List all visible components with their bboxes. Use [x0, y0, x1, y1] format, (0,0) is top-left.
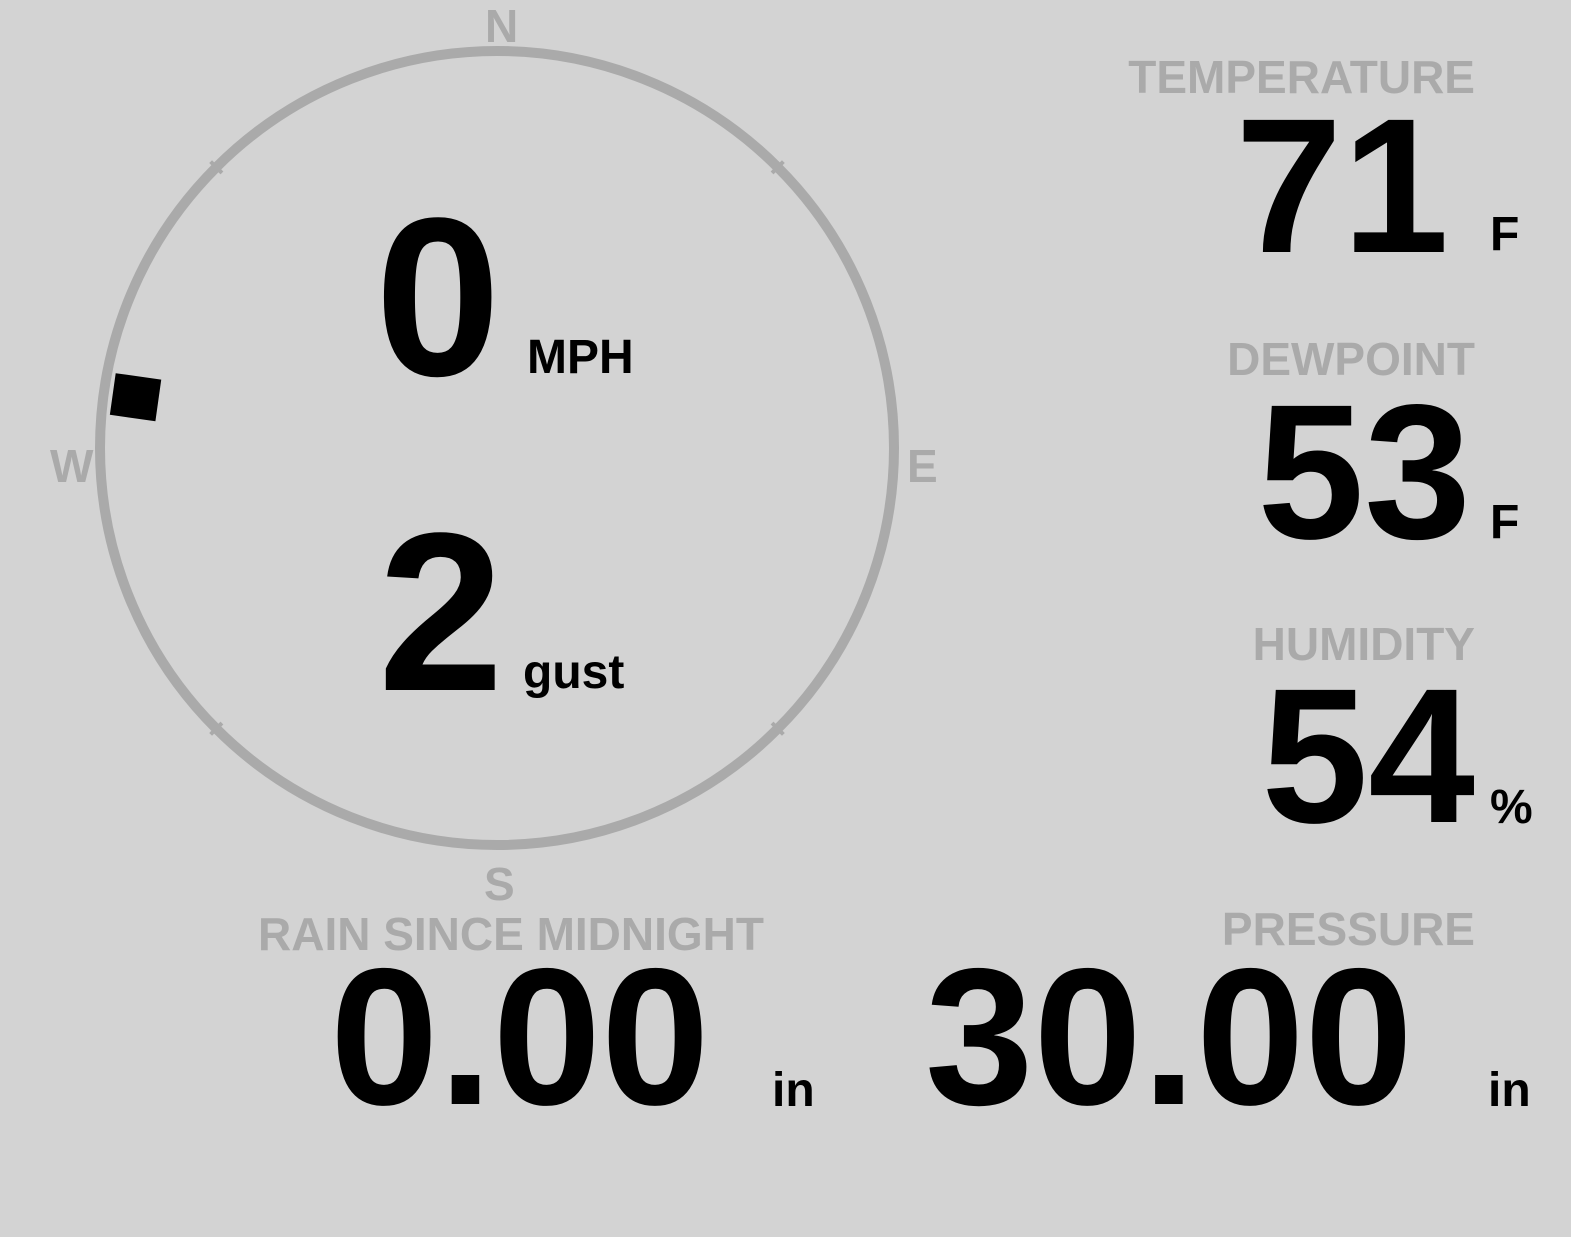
compass-tick: [209, 721, 224, 736]
wind-gust-label: gust: [523, 646, 625, 699]
dewpoint-label: DEWPOINT: [1227, 333, 1475, 385]
humidity-label: HUMIDITY: [1252, 618, 1475, 670]
humidity-unit: %: [1490, 781, 1533, 834]
rain-unit: in: [772, 1064, 815, 1117]
compass-south: S: [484, 858, 515, 910]
dewpoint-unit: F: [1490, 496, 1520, 549]
temperature-unit: F: [1490, 208, 1520, 261]
dewpoint-value: 53: [1257, 364, 1471, 579]
temperature-label: TEMPERATURE: [1128, 51, 1475, 103]
pressure-value: 30.00: [925, 928, 1413, 1146]
wind-direction-marker: [109, 373, 162, 422]
wind-speed-unit: MPH: [527, 331, 634, 384]
pressure-unit: in: [1488, 1064, 1531, 1117]
compass-north: N: [485, 0, 519, 52]
compass-west: W: [50, 440, 94, 492]
compass-east: E: [907, 440, 938, 492]
pressure-label: PRESSURE: [1221, 903, 1475, 955]
wind-compass: [95, 46, 899, 850]
compass-tick: [770, 160, 785, 175]
compass-ring: [95, 46, 899, 850]
rain-label: RAIN SINCE MIDNIGHT: [258, 908, 764, 960]
rain-value: 0.00: [330, 928, 710, 1146]
wind-gust-value: 2: [378, 485, 504, 738]
compass-tick: [209, 160, 224, 175]
humidity-value: 54: [1261, 648, 1475, 863]
wind-speed-value: 0: [375, 170, 501, 423]
temperature-value: 71: [1235, 78, 1449, 293]
compass-tick: [770, 721, 785, 736]
